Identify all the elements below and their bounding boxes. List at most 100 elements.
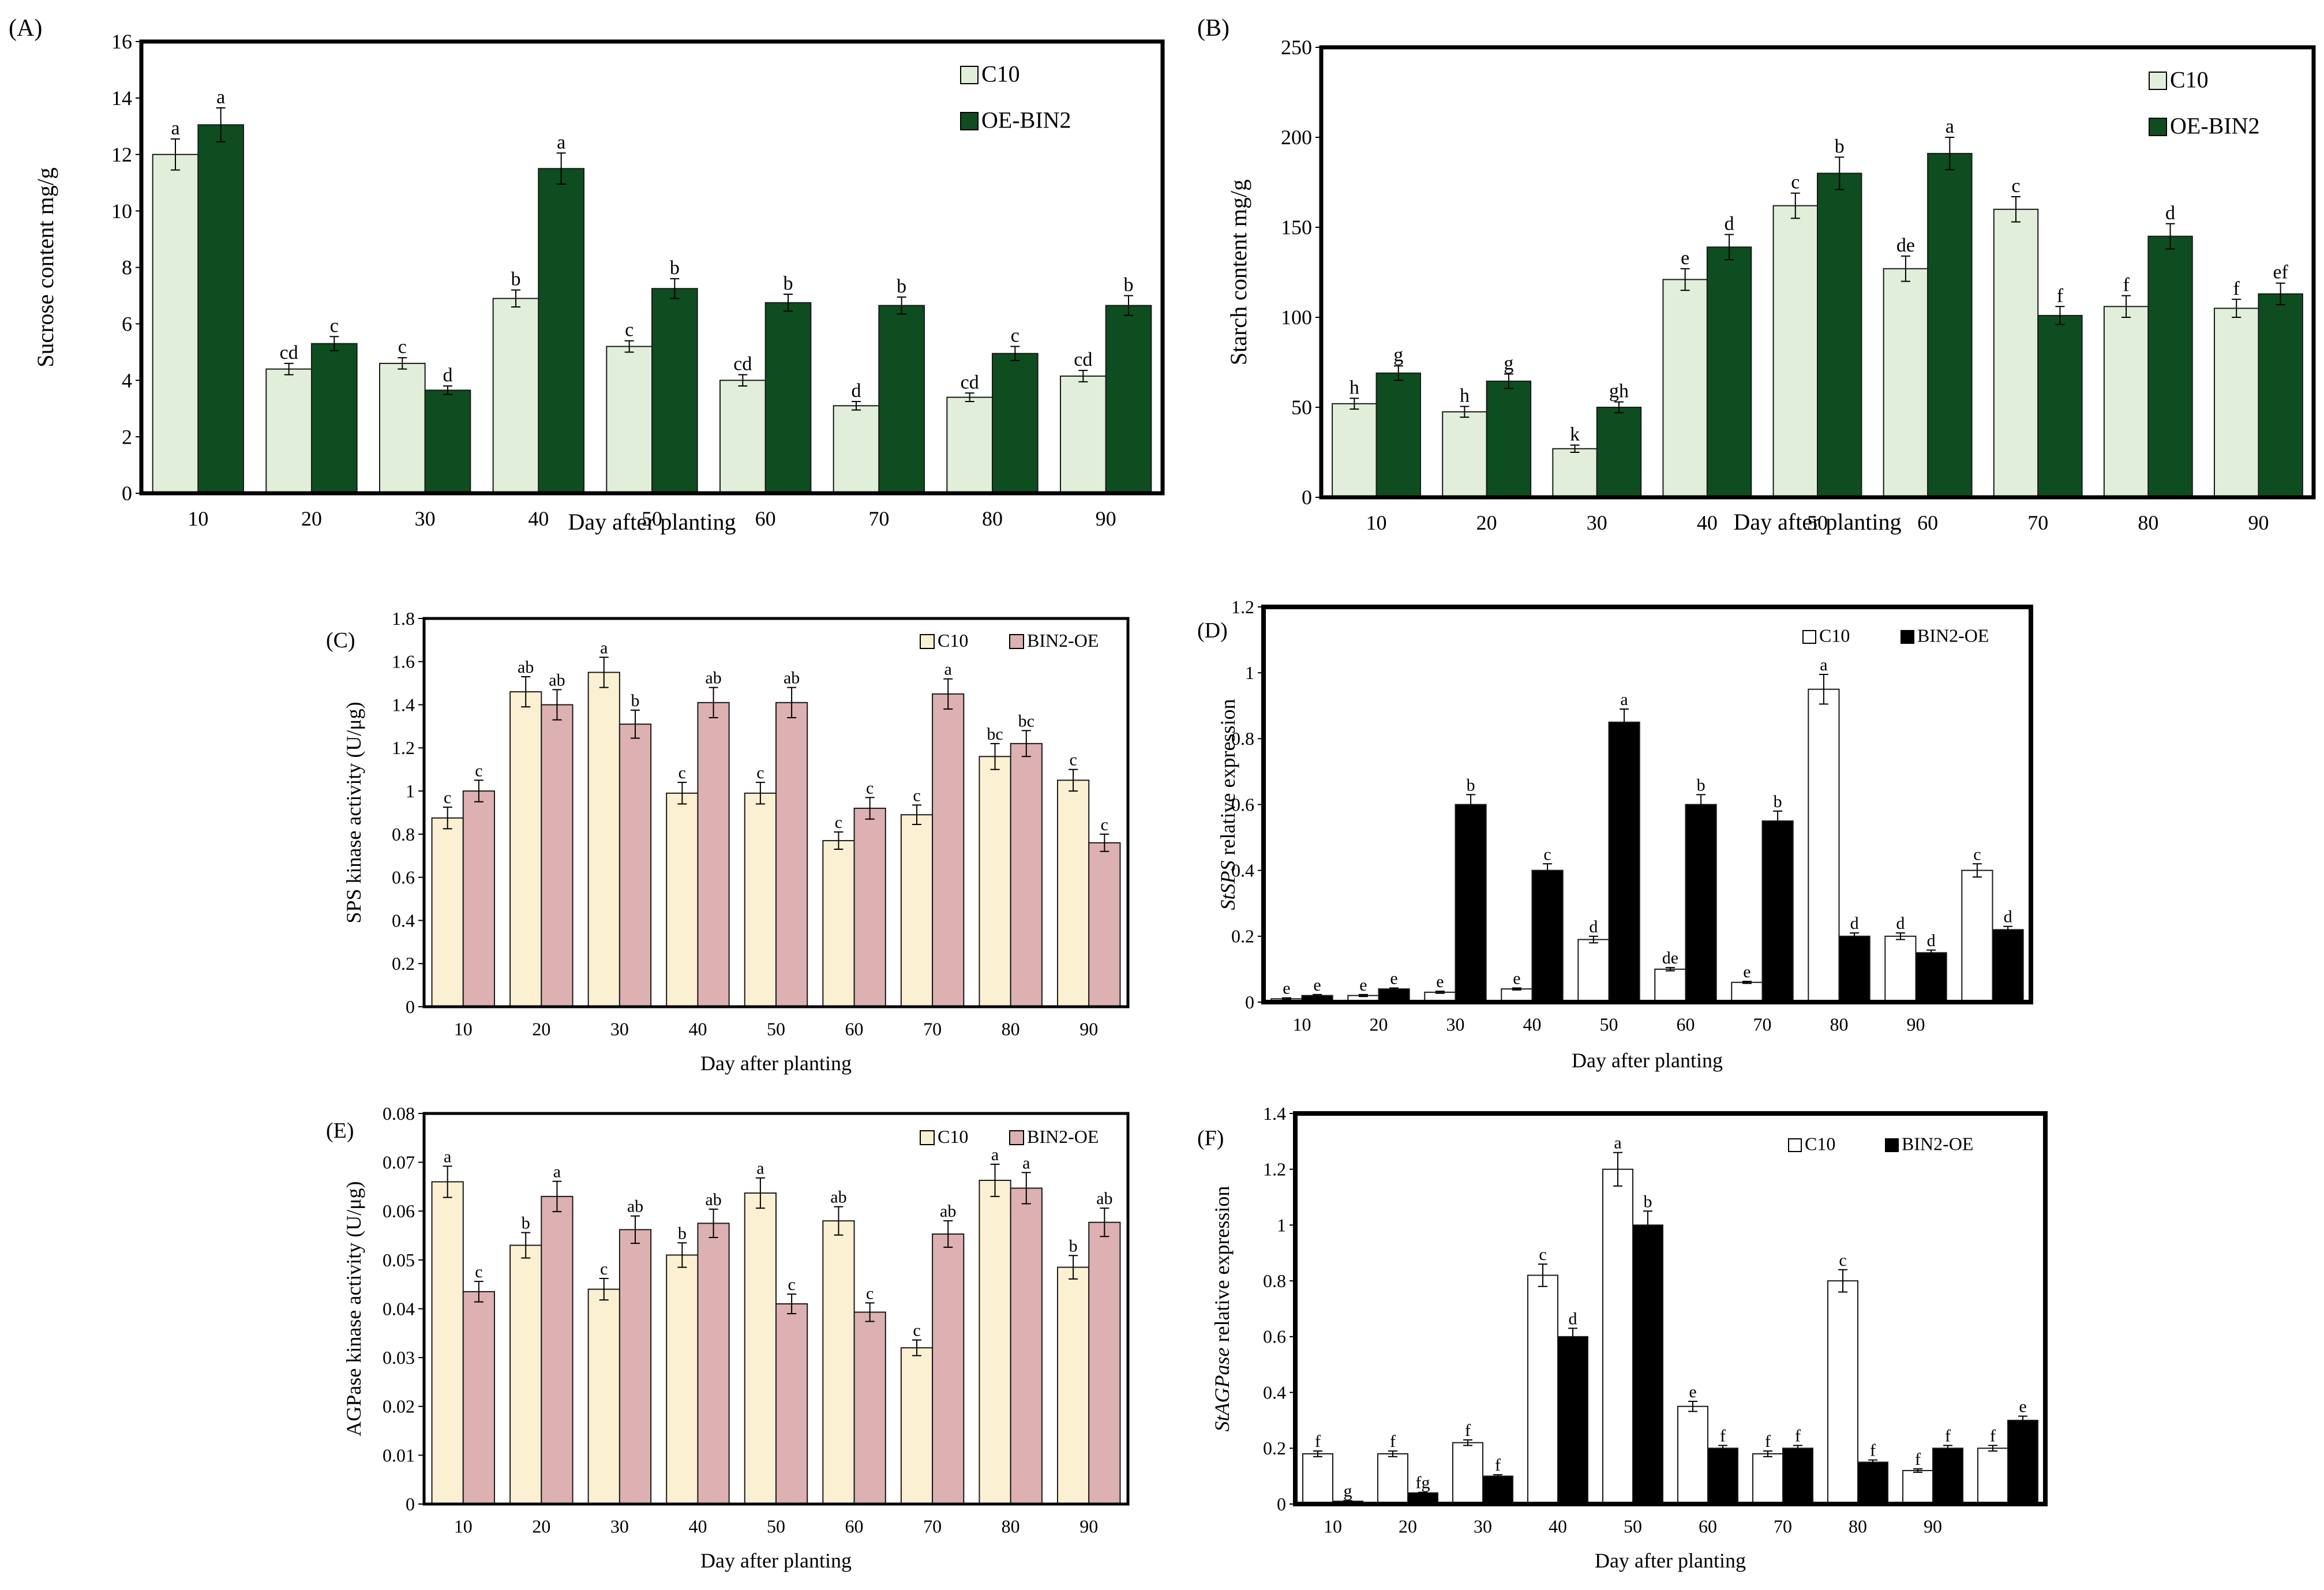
- significance-letter: b: [1774, 792, 1782, 811]
- bar: [1531, 869, 1564, 1003]
- significance-letter: e: [1681, 247, 1689, 269]
- x-tick-label: 70: [1753, 1014, 1772, 1035]
- x-tick-label: 70: [2027, 511, 2048, 534]
- significance-letter: d: [2165, 202, 2175, 224]
- bar: [197, 124, 245, 494]
- significance-letter: e: [1283, 979, 1290, 998]
- significance-letter: c: [2011, 175, 2020, 197]
- x-tick-label: 80: [1002, 1019, 1020, 1040]
- significance-letter: cd: [280, 342, 298, 363]
- bar: [424, 389, 471, 494]
- bar: [1088, 842, 1121, 1008]
- bar: [1772, 205, 1819, 498]
- y-tick-label: 200: [1281, 126, 1312, 149]
- y-tick-label: 0.4: [1231, 860, 1254, 881]
- x-tick-label: 10: [188, 507, 208, 530]
- plot-frame: [1261, 605, 2033, 1004]
- bar: [2103, 306, 2149, 498]
- x-tick-label: 20: [301, 507, 322, 530]
- significance-letter: c: [1101, 815, 1108, 834]
- significance-letter: a: [1022, 1153, 1030, 1172]
- bar: [775, 1303, 808, 1505]
- bar: [651, 288, 698, 494]
- significance-letter: d: [1569, 1309, 1577, 1328]
- bar: [1808, 688, 1840, 1003]
- x-tick-label: 20: [1399, 1516, 1417, 1537]
- x-tick-label: 40: [528, 507, 549, 530]
- significance-letter: d: [1896, 914, 1905, 933]
- x-tick-label: 90: [1924, 1516, 1942, 1537]
- legend-swatch: [920, 1130, 935, 1145]
- significance-letter: c: [444, 788, 451, 807]
- legend-swatch: [960, 66, 979, 84]
- bar: [1527, 1274, 1558, 1505]
- bar: [666, 792, 699, 1007]
- bar: [1761, 820, 1794, 1003]
- significance-letter: cd: [961, 372, 979, 393]
- x-tick-label: 90: [1079, 1516, 1098, 1537]
- significance-letter: b: [678, 1224, 687, 1243]
- bar: [431, 817, 464, 1007]
- x-tick-label: 60: [845, 1516, 864, 1537]
- significance-letter: f: [1495, 1456, 1501, 1475]
- y-tick-label: 0.2: [392, 953, 415, 974]
- significance-letter: ab: [705, 669, 721, 688]
- bar: [1961, 869, 1993, 1003]
- bar: [1452, 1442, 1483, 1505]
- significance-letter: a: [1620, 690, 1628, 709]
- y-tick-label: 50: [1291, 396, 1312, 419]
- y-tick-label: 14: [111, 87, 132, 110]
- bar: [1827, 1280, 1858, 1505]
- significance-letter: c: [1973, 845, 1981, 864]
- y-tick-label: 1.4: [392, 694, 415, 715]
- bar: [900, 814, 934, 1007]
- significance-letter: c: [1539, 1245, 1546, 1264]
- significance-letter: e: [1359, 976, 1367, 995]
- bar: [1857, 1461, 1888, 1505]
- x-tick-label: 30: [415, 507, 436, 530]
- y-tick-label: 0: [122, 482, 132, 505]
- x-tick-label: 40: [688, 1516, 707, 1537]
- y-tick-label: 4: [122, 369, 132, 392]
- x-axis-label: Day after planting: [1595, 1549, 1746, 1572]
- x-axis-label: Day after planting: [568, 509, 736, 535]
- x-tick-label: 90: [1096, 507, 1116, 530]
- bar: [538, 168, 584, 494]
- y-tick-label: 0.6: [1231, 794, 1254, 815]
- x-tick-label: 90: [1907, 1014, 1925, 1035]
- y-axis-label: Starch content mg/g: [1225, 179, 1251, 365]
- y-tick-label: 1.8: [392, 608, 415, 629]
- y-tick-label: 2: [122, 425, 132, 448]
- legend-label: C10: [981, 61, 1020, 87]
- y-tick-label: 0.4: [392, 910, 415, 931]
- significance-letter: c: [913, 1321, 920, 1340]
- bar: [1602, 1168, 1633, 1505]
- significance-letter: ab: [518, 658, 534, 677]
- bar: [744, 792, 777, 1007]
- bar: [2037, 314, 2083, 498]
- significance-letter: c: [1011, 325, 1019, 347]
- significance-letter: h: [1460, 385, 1470, 406]
- x-tick-label: 20: [532, 1019, 550, 1040]
- x-tick-label: 70: [868, 507, 889, 530]
- y-tick-label: 150: [1281, 216, 1312, 239]
- y-tick-label: 0: [406, 996, 415, 1017]
- significance-letter: f: [2123, 275, 2130, 296]
- y-tick-label: 10: [111, 200, 132, 223]
- legend-label: OE-BIN2: [2170, 112, 2260, 138]
- x-tick-label: 30: [610, 1516, 629, 1537]
- bar: [379, 362, 426, 494]
- y-tick-label: 0.8: [1231, 728, 1254, 749]
- significance-letter: bc: [1018, 711, 1034, 730]
- significance-letter: a: [756, 1159, 764, 1178]
- bar: [833, 405, 880, 494]
- bar: [2258, 293, 2303, 498]
- x-tick-label: 50: [642, 507, 662, 530]
- y-tick-label: 0: [406, 1494, 415, 1514]
- bar: [1557, 1336, 1588, 1505]
- bar: [311, 343, 358, 494]
- x-tick-label: 80: [1830, 1014, 1849, 1035]
- significance-letter: c: [866, 778, 874, 797]
- significance-letter: bc: [987, 725, 1003, 744]
- significance-letter: g: [1344, 1482, 1352, 1501]
